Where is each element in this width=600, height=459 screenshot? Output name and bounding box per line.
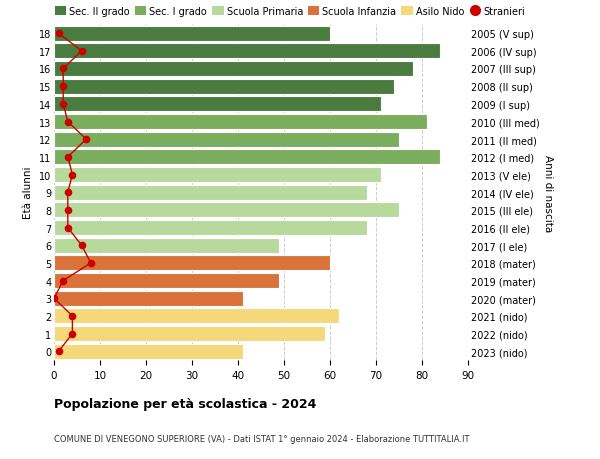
Bar — [54, 62, 413, 77]
Point — [58, 277, 68, 285]
Bar — [54, 97, 380, 112]
Y-axis label: Età alunni: Età alunni — [23, 167, 33, 219]
Text: Popolazione per età scolastica - 2024: Popolazione per età scolastica - 2024 — [54, 397, 316, 410]
Bar — [54, 274, 280, 288]
Point — [54, 30, 64, 38]
Point — [63, 207, 73, 214]
Bar — [54, 344, 242, 359]
Point — [77, 242, 86, 249]
Point — [68, 330, 77, 337]
Legend: Sec. II grado, Sec. I grado, Scuola Primaria, Scuola Infanzia, Asilo Nido, Stran: Sec. II grado, Sec. I grado, Scuola Prim… — [55, 6, 526, 17]
Bar — [54, 326, 325, 341]
Y-axis label: Anni di nascita: Anni di nascita — [544, 154, 553, 231]
Point — [63, 118, 73, 126]
Point — [58, 101, 68, 108]
Point — [63, 154, 73, 161]
Point — [77, 48, 86, 56]
Point — [68, 313, 77, 320]
Bar — [54, 168, 380, 183]
Point — [49, 295, 59, 302]
Point — [54, 348, 64, 355]
Bar — [54, 309, 339, 324]
Bar — [54, 256, 330, 271]
Point — [58, 83, 68, 90]
Point — [63, 189, 73, 196]
Bar — [54, 185, 367, 200]
Bar — [54, 291, 242, 306]
Bar — [54, 27, 330, 42]
Bar — [54, 203, 399, 218]
Point — [82, 136, 91, 144]
Point — [63, 224, 73, 232]
Point — [86, 260, 95, 267]
Bar — [54, 115, 427, 130]
Point — [68, 172, 77, 179]
Point — [58, 66, 68, 73]
Bar — [54, 44, 440, 59]
Bar — [54, 238, 280, 253]
Bar — [54, 150, 440, 165]
Bar — [54, 132, 399, 147]
Text: COMUNE DI VENEGONO SUPERIORE (VA) - Dati ISTAT 1° gennaio 2024 - Elaborazione TU: COMUNE DI VENEGONO SUPERIORE (VA) - Dati… — [54, 434, 470, 443]
Bar — [54, 221, 367, 235]
Bar — [54, 79, 394, 95]
